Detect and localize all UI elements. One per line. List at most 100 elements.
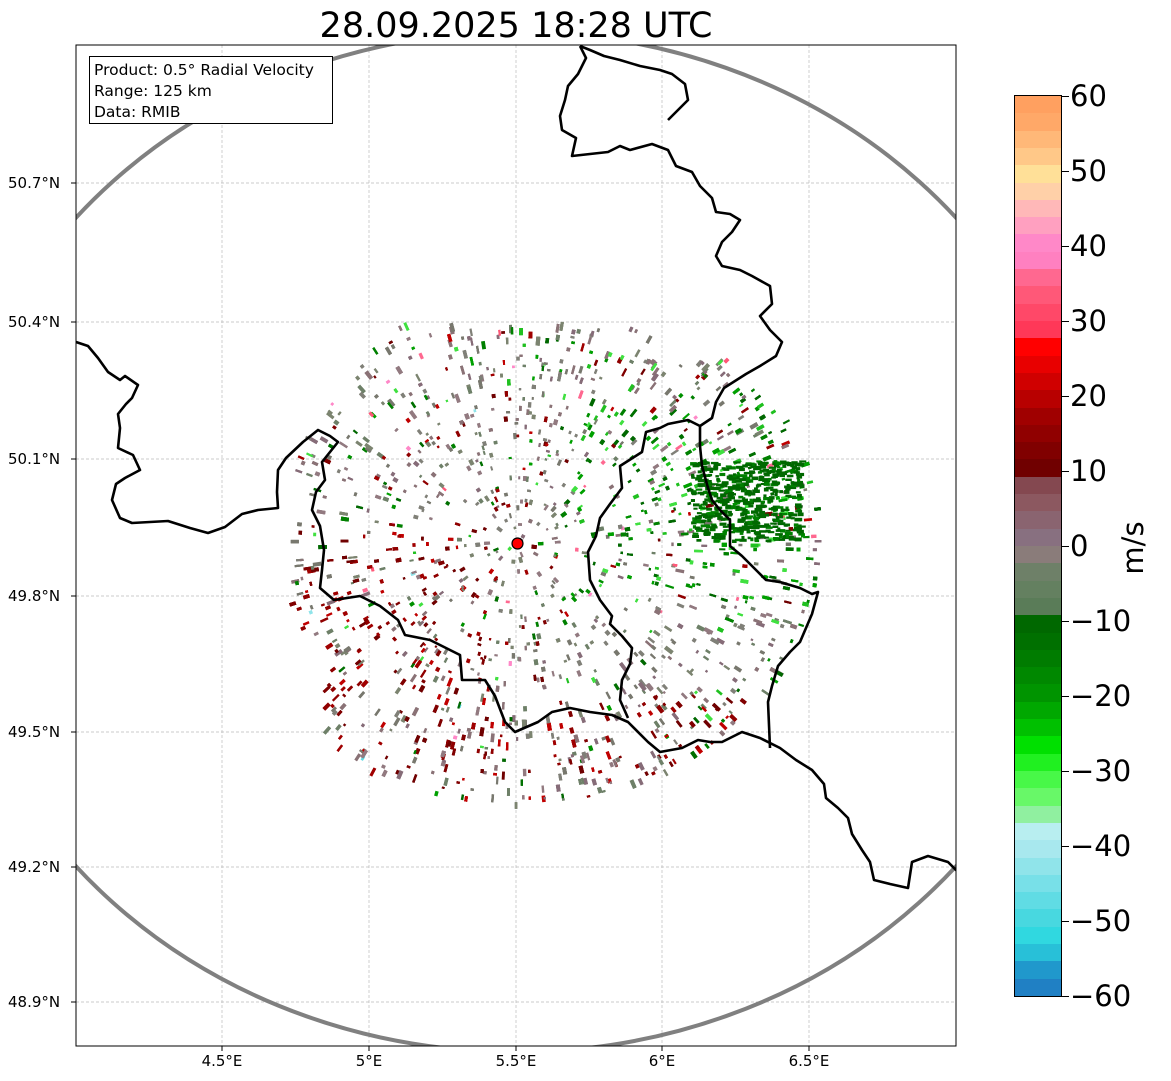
echo-pixel bbox=[305, 590, 309, 594]
echo-pixel bbox=[717, 359, 724, 366]
echo-pixel bbox=[528, 796, 531, 800]
echo-pixel bbox=[582, 429, 587, 435]
echo-pixel bbox=[492, 368, 496, 373]
echo-pixel bbox=[479, 461, 484, 467]
echo-pixel bbox=[440, 750, 446, 758]
echo-pixel bbox=[531, 544, 537, 550]
echo-pixel bbox=[651, 415, 657, 421]
echo-pixel bbox=[740, 487, 746, 490]
echo-pixel bbox=[339, 441, 348, 449]
colorbar-tick-label: 0 bbox=[1070, 529, 1089, 563]
echo-pixel bbox=[657, 497, 662, 502]
echo-pixel bbox=[395, 601, 401, 606]
echo-pixel bbox=[772, 473, 780, 477]
echo-pixel bbox=[611, 443, 617, 449]
echo-pixel bbox=[723, 357, 730, 364]
echo-pixel bbox=[612, 503, 616, 508]
colorbar-tick-label: 30 bbox=[1070, 304, 1107, 338]
echo-pixel bbox=[437, 718, 443, 728]
echo-pixel bbox=[411, 684, 417, 690]
colorbar-tick-label: 50 bbox=[1070, 154, 1107, 188]
echo-pixel bbox=[731, 480, 737, 484]
echo-pixel bbox=[785, 542, 791, 546]
echo-pixel bbox=[451, 748, 457, 756]
echo-pixel bbox=[302, 621, 310, 626]
colorbar-tick-label: −50 bbox=[1070, 904, 1132, 938]
echo-pixel bbox=[694, 690, 698, 695]
echo-pixel bbox=[316, 509, 326, 515]
echo-pixel bbox=[376, 632, 381, 637]
radar-site-marker[interactable] bbox=[511, 537, 524, 550]
radar-echoes bbox=[289, 321, 822, 809]
echo-pixel bbox=[591, 767, 595, 772]
echo-pixel bbox=[719, 548, 726, 551]
echo-pixel bbox=[542, 438, 548, 442]
echo-pixel bbox=[342, 693, 347, 698]
echo-pixel bbox=[662, 769, 669, 777]
colorbar-segment bbox=[1015, 303, 1061, 323]
echo-pixel bbox=[693, 503, 700, 507]
echo-pixel bbox=[546, 722, 552, 731]
echo-pixel bbox=[772, 489, 779, 493]
echo-pixel bbox=[710, 487, 714, 490]
echo-pixel bbox=[767, 658, 771, 662]
echo-pixel bbox=[480, 657, 484, 660]
echo-pixel bbox=[459, 745, 464, 752]
echo-pixel bbox=[669, 399, 678, 407]
echo-pixel bbox=[380, 401, 385, 406]
echo-pixel bbox=[413, 460, 420, 467]
echo-pixel bbox=[756, 424, 765, 431]
echo-pixel bbox=[627, 479, 632, 484]
echo-pixel bbox=[781, 508, 790, 511]
echo-pixel bbox=[491, 407, 495, 411]
echo-pixel bbox=[653, 521, 660, 526]
echo-pixel bbox=[649, 653, 656, 660]
echo-pixel bbox=[732, 477, 740, 480]
echo-pixel bbox=[701, 519, 707, 522]
echo-pixel bbox=[607, 532, 614, 537]
echo-pixel bbox=[336, 710, 343, 717]
echo-pixel bbox=[661, 456, 668, 462]
echo-pixel bbox=[305, 472, 313, 478]
echo-pixel bbox=[381, 764, 386, 769]
echo-pixel bbox=[502, 359, 506, 365]
echo-pixel bbox=[558, 773, 563, 781]
echo-pixel bbox=[532, 376, 535, 381]
echo-pixel bbox=[772, 481, 780, 486]
echo-pixel bbox=[478, 361, 482, 366]
echo-pixel bbox=[796, 476, 800, 480]
echo-pixel bbox=[794, 526, 802, 530]
echo-pixel bbox=[362, 587, 369, 593]
echo-pixel bbox=[581, 551, 587, 555]
echo-pixel bbox=[776, 466, 781, 469]
echo-pixel bbox=[320, 603, 325, 607]
echo-pixel bbox=[423, 647, 429, 653]
echo-pixel bbox=[608, 484, 615, 490]
echo-pixel bbox=[393, 388, 399, 394]
echo-pixel bbox=[640, 501, 645, 505]
echo-pixel bbox=[593, 618, 599, 623]
echo-pixel bbox=[776, 468, 782, 473]
echo-pixel bbox=[754, 666, 760, 672]
echo-pixel bbox=[424, 494, 428, 499]
echo-pixel bbox=[703, 532, 708, 535]
echo-pixel bbox=[753, 526, 760, 530]
echo-pixel bbox=[710, 461, 719, 465]
echo-pixel bbox=[528, 462, 533, 466]
echo-pixel bbox=[705, 467, 713, 471]
echo-pixel bbox=[692, 534, 699, 538]
echo-pixel bbox=[564, 701, 570, 708]
echo-pixel bbox=[494, 654, 498, 657]
echo-pixel bbox=[703, 719, 712, 729]
echo-pixel bbox=[654, 566, 659, 570]
echo-pixel bbox=[488, 637, 492, 641]
colorbar-segment bbox=[1015, 926, 1061, 946]
echo-pixel bbox=[501, 702, 505, 710]
echo-pixel bbox=[515, 434, 520, 438]
echo-pixel bbox=[681, 441, 687, 447]
echo-pixel bbox=[508, 512, 513, 519]
echo-pixel bbox=[734, 479, 742, 483]
echo-pixel bbox=[618, 543, 622, 547]
echo-pixel bbox=[700, 703, 707, 710]
